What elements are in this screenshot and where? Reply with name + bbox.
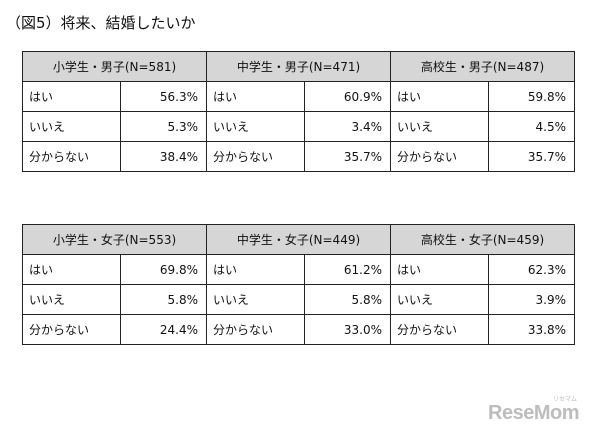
row-value: 5.8% <box>120 284 207 315</box>
table-row: 分からない 33.0% <box>206 314 391 345</box>
table-row: はい 69.8% <box>22 254 207 285</box>
table-elementary-boys: 小学生・男子(N=581) はい 56.3% いいえ 5.3% 分からない 38.4% <box>22 51 207 172</box>
table-row: はい 62.3% <box>390 254 575 285</box>
row-value: 24.4% <box>120 314 207 345</box>
row-value: 3.9% <box>488 284 575 315</box>
row-value: 38.4% <box>120 141 207 172</box>
row-label: 分からない <box>22 141 121 172</box>
row-value: 69.8% <box>120 254 207 285</box>
row-value: 62.3% <box>488 254 575 285</box>
row-label: いいえ <box>22 284 121 315</box>
table-header: 高校生・女子(N=459) <box>390 224 575 255</box>
row-value: 5.3% <box>120 111 207 142</box>
row-value: 60.9% <box>304 81 391 112</box>
row-value: 33.8% <box>488 314 575 345</box>
row-label: はい <box>390 254 489 285</box>
table-high-school-boys: 高校生・男子(N=487) はい 59.8% いいえ 4.5% 分からない 35.7% <box>390 51 575 172</box>
row-label: はい <box>206 81 305 112</box>
table-header: 中学生・男子(N=471) <box>206 51 391 82</box>
row-label: 分からない <box>390 314 489 345</box>
row-label: はい <box>22 81 121 112</box>
row-value: 5.8% <box>304 284 391 315</box>
row-value: 33.0% <box>304 314 391 345</box>
table-row: 分からない 38.4% <box>22 141 207 172</box>
watermark-ruby: リセマム <box>552 396 577 403</box>
table-row: いいえ 3.4% <box>206 111 391 142</box>
table-elementary-girls: 小学生・女子(N=553) はい 69.8% いいえ 5.8% 分からない 24.4% <box>22 224 207 345</box>
row-label: はい <box>206 254 305 285</box>
table-row: いいえ 5.3% <box>22 111 207 142</box>
table-row: はい 59.8% <box>390 81 575 112</box>
row-value: 56.3% <box>120 81 207 112</box>
table-header: 小学生・女子(N=553) <box>22 224 207 255</box>
table-row: 分からない 35.7% <box>206 141 391 172</box>
row-label: 分からない <box>206 314 305 345</box>
row-value: 61.2% <box>304 254 391 285</box>
row-label: いいえ <box>22 111 121 142</box>
row-label: 分からない <box>390 141 489 172</box>
table-junior-high-boys: 中学生・男子(N=471) はい 60.9% いいえ 3.4% 分からない 35.7% <box>206 51 391 172</box>
row-label: 分からない <box>206 141 305 172</box>
row-label: いいえ <box>206 111 305 142</box>
table-row: はい 61.2% <box>206 254 391 285</box>
table-row: はい 56.3% <box>22 81 207 112</box>
row-label: はい <box>22 254 121 285</box>
figure-title: （図5）将来、結婚したいか <box>6 14 196 32</box>
table-row: いいえ 3.9% <box>390 284 575 315</box>
table-header: 中学生・女子(N=449) <box>206 224 391 255</box>
row-label: いいえ <box>390 111 489 142</box>
row-value: 35.7% <box>304 141 391 172</box>
table-row: いいえ 5.8% <box>22 284 207 315</box>
table-header: 小学生・男子(N=581) <box>22 51 207 82</box>
table-row: はい 60.9% <box>206 81 391 112</box>
row-label: はい <box>390 81 489 112</box>
row-value: 59.8% <box>488 81 575 112</box>
row-value: 3.4% <box>304 111 391 142</box>
row-label: いいえ <box>206 284 305 315</box>
table-row: 分からない 24.4% <box>22 314 207 345</box>
row-value: 4.5% <box>488 111 575 142</box>
table-row: いいえ 5.8% <box>206 284 391 315</box>
row-value: 35.7% <box>488 141 575 172</box>
table-row: 分からない 35.7% <box>390 141 575 172</box>
table-header: 高校生・男子(N=487) <box>390 51 575 82</box>
table-junior-high-girls: 中学生・女子(N=449) はい 61.2% いいえ 5.8% 分からない 33.0% <box>206 224 391 345</box>
watermark-logo: ReseMom <box>488 402 579 424</box>
table-high-school-girls: 高校生・女子(N=459) はい 62.3% いいえ 3.9% 分からない 33.8% <box>390 224 575 345</box>
table-row: いいえ 4.5% <box>390 111 575 142</box>
row-label: 分からない <box>22 314 121 345</box>
table-row: 分からない 33.8% <box>390 314 575 345</box>
row-label: いいえ <box>390 284 489 315</box>
